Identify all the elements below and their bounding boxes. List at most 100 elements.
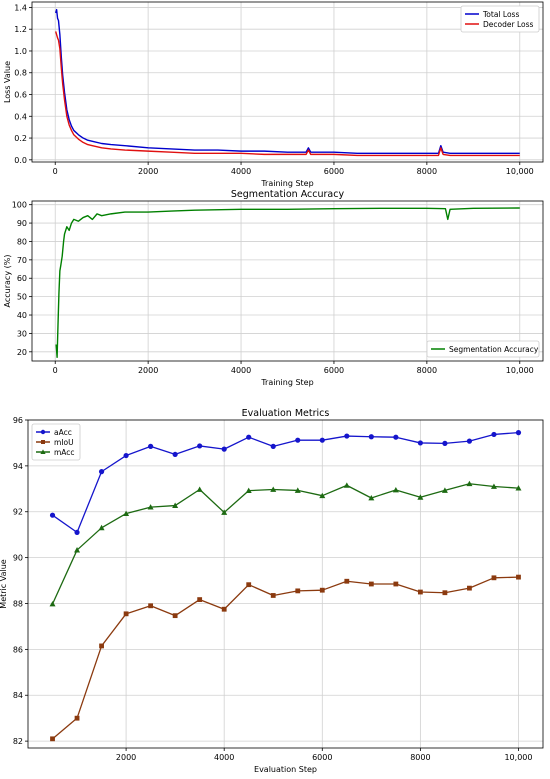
data-point-macc (466, 480, 473, 487)
data-point-aacc (123, 452, 129, 459)
x-tick-label: 0 (53, 366, 58, 375)
data-point-aacc (49, 512, 56, 518)
data-point-miou (74, 715, 80, 721)
plot-area (32, 2, 543, 162)
data-point-aacc (270, 443, 276, 449)
y-tick-label: 1.2 (14, 25, 27, 34)
x-tick-label: 8000 (417, 366, 437, 375)
legend-marker (41, 440, 45, 444)
data-point-macc (172, 502, 179, 508)
y-tick-label: 0.2 (14, 134, 27, 143)
x-tick-label: 10,000 (504, 753, 532, 762)
plot-area (32, 201, 543, 361)
data-point-macc (294, 487, 301, 493)
data-point-miou (491, 575, 497, 581)
data-point-macc (74, 547, 81, 553)
chart-title: Segmentation Accuracy (231, 189, 345, 200)
data-point-aacc (148, 443, 154, 449)
data-point-macc (417, 494, 424, 500)
data-point-macc (245, 487, 252, 494)
y-tick-label: 0.8 (14, 69, 27, 78)
y-tick-label: 20 (17, 348, 27, 357)
y-tick-label: 0.4 (14, 112, 27, 121)
series-line-macc (51, 483, 519, 605)
y-tick-label: 94 (13, 462, 23, 471)
data-point-miou (172, 613, 178, 619)
series-line-total-loss (55, 8, 520, 154)
loss-chart: 0 2000 4000 6000 8000 10,000 0.0 0.2 0.4 0.6 0.8 1.… (3, 1, 544, 188)
y-tick-label: 0.6 (14, 91, 27, 100)
legend-label: aAcc (54, 428, 72, 437)
data-point-macc (98, 524, 105, 531)
plot-content (55, 207, 520, 359)
data-point-aacc (442, 440, 448, 446)
legend-label: Decoder Loss (483, 20, 533, 29)
x-tick-label: 4000 (231, 167, 251, 176)
data-point-miou (50, 736, 55, 742)
x-axis-label: Training Step (260, 378, 313, 387)
x-tick-label: 2000 (116, 753, 136, 762)
x-axis-label: Evaluation Step (254, 765, 317, 774)
data-point-miou (148, 603, 154, 609)
data-point-macc (123, 510, 130, 516)
x-tick-label: 2000 (138, 167, 158, 176)
y-tick-label: 88 (13, 599, 23, 608)
data-point-miou (221, 606, 227, 612)
y-tick-label: 80 (17, 237, 27, 246)
data-point-aacc (295, 437, 301, 443)
y-tick-label: 30 (17, 329, 27, 338)
data-point-miou (319, 587, 325, 593)
y-tick-label: 70 (17, 256, 27, 265)
data-point-miou (270, 593, 276, 598)
legend-marker (40, 429, 46, 435)
data-point-aacc (74, 529, 80, 535)
data-point-aacc (197, 443, 203, 449)
data-point-aacc (246, 434, 252, 440)
x-tick-label: 2000 (138, 366, 158, 375)
data-point-aacc (344, 433, 350, 439)
data-point-miou (123, 611, 129, 617)
data-point-miou (393, 581, 399, 587)
data-point-aacc (221, 446, 227, 452)
data-point-miou (442, 590, 448, 596)
y-axis-label: Loss Value (3, 61, 12, 103)
data-point-aacc (368, 434, 374, 440)
plot-area (28, 420, 543, 748)
data-point-miou (197, 597, 203, 602)
y-tick-label: 90 (17, 219, 27, 228)
series-line-miou (52, 576, 519, 740)
data-point-aacc (515, 430, 522, 436)
x-tick-label: 4000 (231, 366, 251, 375)
series-line-aacc (52, 431, 519, 534)
y-tick-label: 40 (17, 311, 27, 320)
y-tick-label: 100 (12, 201, 27, 210)
data-point-miou (344, 578, 350, 584)
accuracy-chart: 0 2000 4000 6000 8000 10,000 20 30 40 50 60 70 80 90 1… (3, 189, 544, 387)
data-point-macc (441, 487, 448, 493)
legend-label: Segmentation Accuracy (449, 345, 539, 354)
legend-label: mAcc (54, 448, 75, 457)
data-point-macc (49, 600, 56, 607)
data-point-macc (490, 483, 497, 489)
series-line-decoder-loss (55, 31, 520, 157)
data-point-miou (516, 574, 521, 580)
y-tick-label: 86 (13, 645, 23, 654)
plot-frame (31, 1, 544, 163)
y-tick-label: 1.0 (14, 47, 27, 56)
data-point-macc (319, 492, 326, 499)
x-tick-label: 8000 (417, 167, 437, 176)
y-tick-label: 84 (13, 691, 23, 700)
y-tick-label: 0.0 (14, 156, 27, 165)
x-axis-label: Training Step (260, 179, 313, 188)
data-point-macc (368, 494, 375, 501)
plot-content (55, 8, 520, 157)
y-tick-label: 60 (17, 274, 27, 283)
data-point-miou (295, 588, 301, 594)
x-tick-label: 6000 (324, 366, 344, 375)
legend-label: Total Loss (482, 10, 519, 19)
legend: Segmentation Accuracy (426, 340, 540, 358)
evaluation-metrics-chart: 2000 4000 6000 8000 10,000 82 84 86 88 90 92 94 96 Ev… (0, 408, 544, 774)
